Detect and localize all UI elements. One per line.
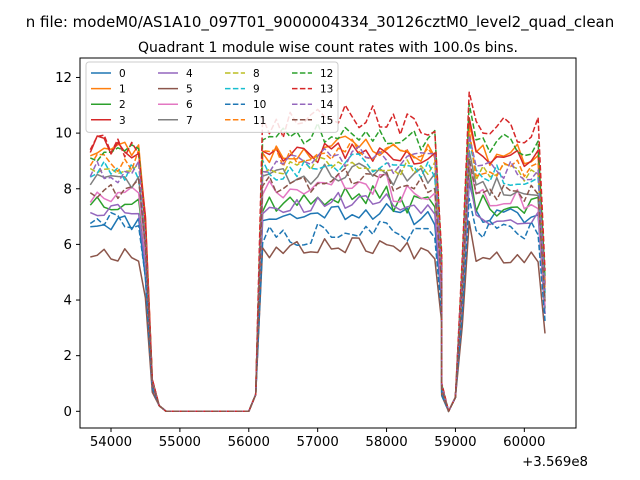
x-axis-offset-label: +3.569e8 (522, 455, 588, 470)
legend-label-10: 10 (253, 99, 266, 111)
x-tick-label: 58000 (365, 435, 407, 450)
y-axis: 0 2 4 6 8 10 12 (55, 71, 80, 420)
legend-label-14: 14 (320, 99, 334, 111)
legend-label-9: 9 (253, 84, 260, 96)
series-line-15 (89, 158, 546, 413)
y-tick-label: 6 (64, 238, 72, 253)
chart-title: Quadrant 1 module wise count rates with … (138, 40, 518, 56)
legend-label-4: 4 (186, 68, 193, 80)
legend-label-7: 7 (186, 115, 193, 127)
y-tick-label: 0 (64, 405, 72, 420)
legend-label-5: 5 (186, 84, 193, 96)
y-tick-label: 8 (64, 182, 72, 197)
y-tick-label: 4 (64, 294, 72, 309)
x-tick-label: 56000 (228, 435, 270, 450)
x-tick-label: 55000 (159, 435, 201, 450)
y-tick-label: 12 (55, 71, 72, 86)
y-tick-label: 2 (64, 349, 72, 364)
legend-label-12: 12 (320, 68, 333, 80)
legend-label-11: 11 (253, 115, 266, 127)
legend-label-6: 6 (186, 99, 193, 111)
legend-label-2: 2 (119, 99, 126, 111)
x-tick-label: 59000 (434, 435, 476, 450)
legend-label-8: 8 (253, 68, 260, 80)
y-tick-label: 10 (55, 127, 72, 142)
x-tick-label: 57000 (297, 435, 339, 450)
legend-label-0: 0 (119, 68, 126, 80)
x-tick-label: 60000 (503, 435, 545, 450)
series-line-10 (89, 197, 546, 413)
legend-label-13: 13 (320, 84, 333, 96)
legend-label-3: 3 (119, 115, 126, 127)
series-layer (89, 91, 546, 413)
legend-label-1: 1 (119, 84, 126, 96)
x-axis: 54000 55000 56000 57000 58000 59000 60000 (90, 428, 545, 450)
plot-frame (79, 57, 577, 429)
legend-label-15: 15 (320, 115, 333, 127)
legend-box (85, 61, 339, 133)
figure-suptitle: n file: modeM0/AS1A10_097T01_9000004334_… (26, 13, 615, 32)
x-tick-label: 54000 (90, 435, 132, 450)
